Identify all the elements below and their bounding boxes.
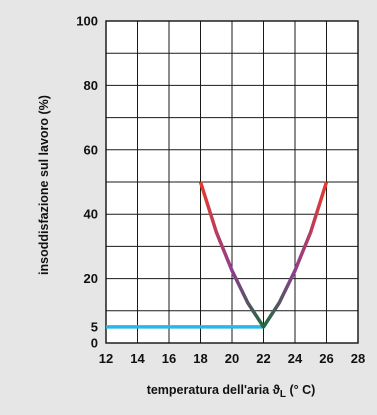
y-tick-labels: 0 5 20 40 60 80 100 <box>76 14 98 351</box>
grid-lines <box>105 20 359 344</box>
series-group <box>106 181 329 329</box>
x-tick-labels: 12 14 16 18 20 22 24 26 28 <box>99 351 365 366</box>
y-axis-title: insoddisfazione sul lavoro (%) <box>37 95 51 275</box>
y-tick-label: 60 <box>84 142 98 157</box>
plot-frame <box>105 20 359 344</box>
x-tick-label: 24 <box>288 351 303 366</box>
x-tick-label: 12 <box>99 351 113 366</box>
x-tick-label: 22 <box>256 351 270 366</box>
x-tick-label: 14 <box>130 351 145 366</box>
y-tick-label: 5 <box>91 319 98 334</box>
series-v-curve <box>198 181 329 329</box>
y-tick-label: 40 <box>84 207 98 222</box>
x-axis-title-unit: (° C) <box>286 383 315 397</box>
x-tick-label: 28 <box>351 351 365 366</box>
x-axis-title-main: temperatura dell'aria ϑ <box>147 383 281 397</box>
x-tick-label: 20 <box>225 351 239 366</box>
x-axis-title: temperatura dell'aria ϑL (° C) <box>147 383 316 400</box>
y-tick-label: 100 <box>76 14 98 29</box>
x-tick-label: 18 <box>193 351 207 366</box>
y-tick-label: 20 <box>84 271 98 286</box>
x-tick-label: 26 <box>319 351 333 366</box>
y-tick-label: 0 <box>91 336 98 351</box>
x-axis-title-subscript: L <box>280 389 286 400</box>
x-tick-label: 16 <box>162 351 176 366</box>
y-tick-label: 80 <box>84 78 98 93</box>
